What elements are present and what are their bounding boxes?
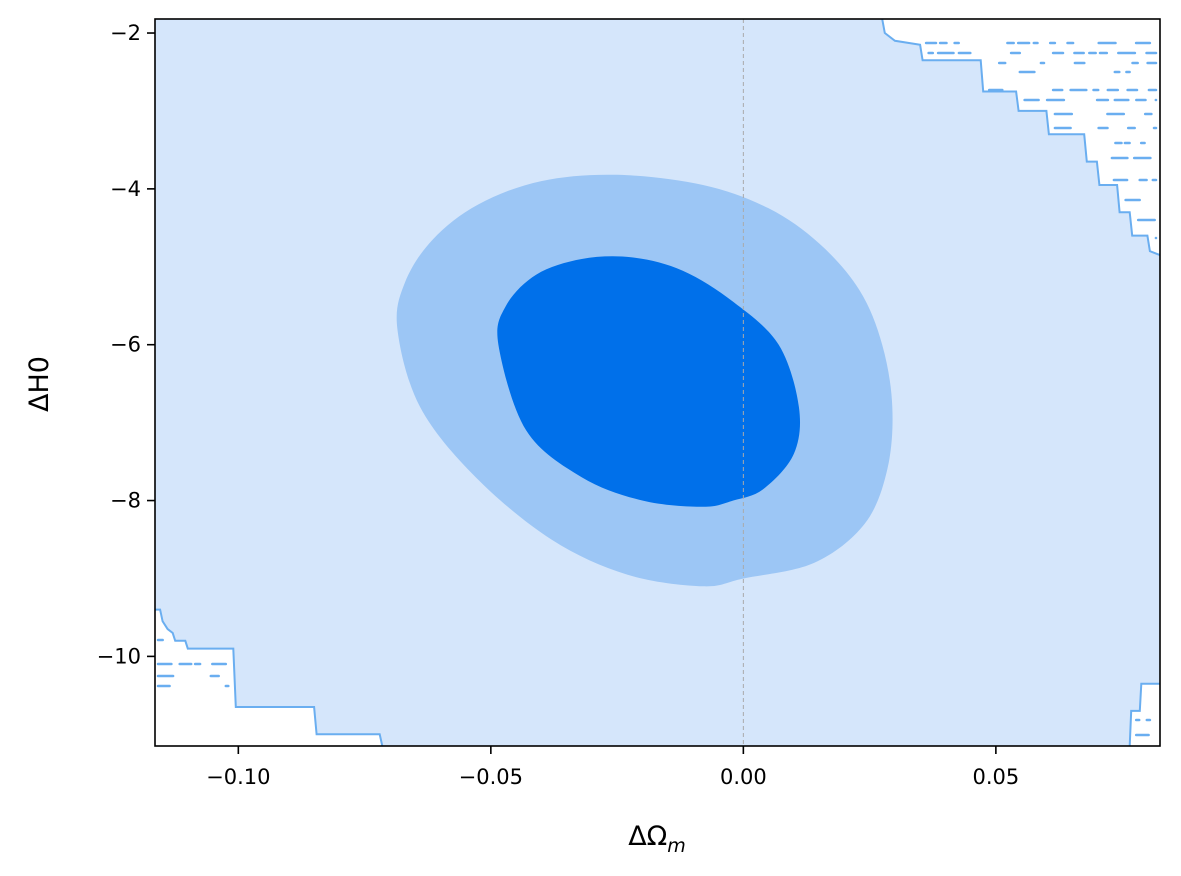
y-axis-ticks: −2 −4 −6 −8 −10 [97, 21, 155, 668]
boundary-line-bottom-right [1128, 682, 1160, 746]
x-tick-label: 0.05 [972, 765, 1019, 789]
boundary-speckle-noise [156, 41, 1158, 737]
x-tick-label: 0.00 [720, 765, 767, 789]
y-tick-label: −10 [97, 644, 141, 668]
y-tick-label: −8 [110, 489, 141, 513]
plot-frame [154, 18, 1161, 747]
y-axis-title: ΔH0 [24, 356, 55, 412]
y-tick-label: −4 [110, 177, 141, 201]
x-axis-ticks: −0.10 −0.05 0.00 0.05 [206, 746, 1019, 789]
boundary-line-bottom-left [155, 608, 384, 746]
x-axis-title: ΔΩm [628, 821, 686, 857]
y-tick-label: −2 [110, 21, 141, 45]
contour-1sigma [497, 256, 801, 507]
boundary-line-top-right [881, 19, 1160, 257]
x-tick-label: −0.10 [206, 765, 270, 789]
x-tick-label: −0.05 [459, 765, 523, 789]
y-tick-label: −6 [110, 333, 141, 357]
